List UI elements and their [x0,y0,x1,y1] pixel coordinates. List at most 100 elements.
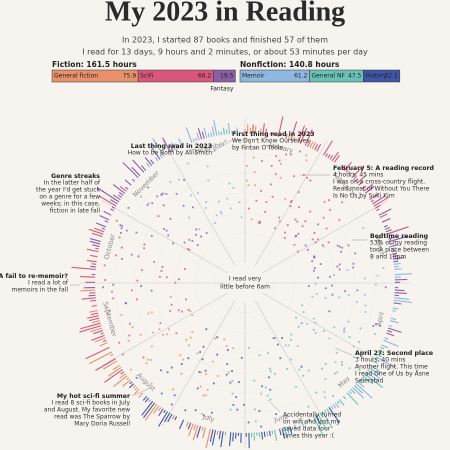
reading-dot [317,238,319,241]
reading-bar [354,178,359,182]
reading-bar [331,151,339,162]
reading-bar [379,213,388,218]
reading-dot [258,222,261,224]
reading-dot [127,206,130,209]
reading-bar [319,412,323,417]
reading-dot [199,351,202,353]
reading-dot [257,221,260,224]
reading-dot [305,159,308,162]
reading-bar [118,191,124,196]
reading-bar [91,232,103,238]
reading-bar [91,304,97,307]
reading-bar [381,344,389,349]
reading-bar [392,252,398,255]
reading-dot [299,150,301,153]
reading-bar [375,356,396,368]
reading-dot [188,344,190,347]
reading-dot [175,332,178,335]
reading-dot [183,241,186,244]
reading-dot [204,369,207,372]
reading-dot [216,353,219,356]
reading-bar [346,392,359,406]
reading-dot [312,317,315,320]
reading-dot [260,425,263,428]
reading-bar [90,299,97,302]
reading-dot [206,165,209,168]
month-spoke [162,139,236,266]
month-label: April [374,311,386,328]
reading-bar [279,428,282,436]
reading-dot [255,147,258,150]
reading-bar [122,379,131,387]
annotation-text: saved data four [283,426,331,433]
reading-dot [338,268,341,271]
segment-name: General fiction [54,73,98,80]
reading-dot [275,413,277,415]
reading-dot [341,364,343,366]
reading-dot [358,341,360,343]
reading-bar [100,332,104,335]
reading-bar [140,165,147,171]
reading-bar [216,430,219,435]
reading-bar [152,137,165,157]
reading-dot [324,363,327,365]
annotation-title: April 27: Second place [355,350,433,357]
reading-bar [99,214,110,221]
reading-dot [191,239,194,242]
reading-dot [258,354,261,357]
annotation-title: February 5: A reading record [333,165,434,172]
reading-dot [188,248,191,251]
reading-bar [358,180,364,186]
reading-dot [195,228,197,231]
reading-dot [182,204,185,207]
reading-dot [153,260,155,263]
reading-dot [143,243,146,246]
segment-value: 75.9 [123,73,137,80]
reading-bar [197,128,203,140]
reading-bar [312,416,324,435]
reading-dot [278,216,281,219]
reading-dot [118,341,121,344]
annotation-text: on a genre for a few [39,194,100,201]
reading-dot [290,153,292,156]
reading-dot [179,354,182,357]
reading-bar [129,381,133,385]
reading-dot [306,248,309,251]
reading-dot [188,216,191,219]
reading-bar [134,387,138,391]
reading-dot [225,373,228,376]
reading-dot [212,382,215,385]
reading-bar [209,429,214,442]
reading-bar [85,346,110,360]
reading-bar [86,248,99,253]
reading-dot [281,337,284,339]
reading-bar [271,430,274,435]
reading-dot [216,375,219,377]
reading-dot [296,250,299,253]
reading-dot [284,344,287,347]
reading-dot [359,327,362,330]
reading-dot [121,257,123,260]
reading-bar [218,131,220,136]
reading-bar [384,226,391,230]
reading-dot [129,322,131,325]
reading-dot [273,227,276,230]
reading-dot [274,173,277,176]
annotation-text: I was on a cross-country flight. [333,179,425,186]
reading-dot [112,297,115,300]
reading-bar [187,422,192,430]
reading-dot [158,328,161,331]
reading-dot [336,265,339,268]
reading-bar [154,156,159,162]
reading-dot [178,278,180,281]
reading-bar [383,339,399,347]
reading-bar [352,387,365,399]
reading-dot [374,323,377,326]
reading-dot [314,283,317,285]
reading-dot [314,241,317,244]
reading-dot [269,370,272,373]
reading-dot [314,332,317,334]
reading-bar [143,402,156,419]
reading-bar [104,369,123,383]
reading-dot [184,409,187,412]
